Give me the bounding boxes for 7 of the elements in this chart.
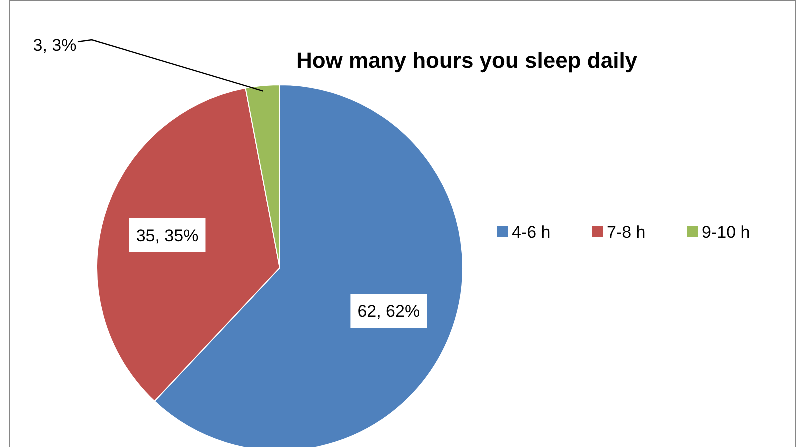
data-label: 35, 35% — [136, 226, 199, 246]
chart-title: How many hours you sleep daily — [296, 48, 638, 73]
legend-label: 9-10 h — [702, 223, 750, 242]
data-label: 3, 3% — [33, 36, 77, 55]
legend-label: 7-8 h — [607, 223, 646, 242]
legend-label: 4-6 h — [512, 223, 551, 242]
data-label: 62, 62% — [358, 302, 420, 322]
